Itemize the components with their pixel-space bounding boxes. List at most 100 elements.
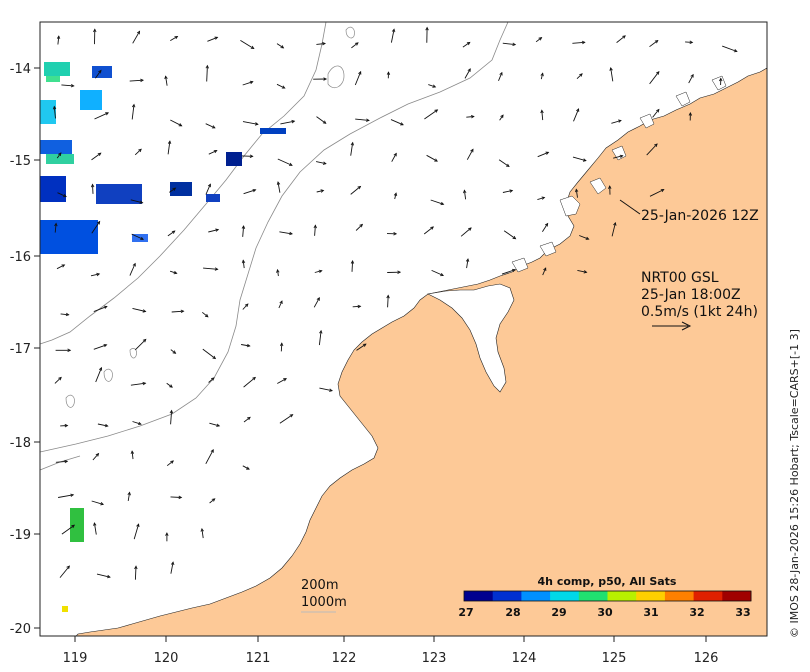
current-vector-arrowhead [61, 264, 66, 268]
colorbar-tick: 33 [735, 606, 750, 619]
current-vector-arrow [96, 573, 111, 578]
current-vector-arrowhead [512, 42, 517, 46]
current-vector-arrow [541, 110, 544, 121]
current-vector-arrowhead [58, 376, 62, 381]
current-vector-arrow [355, 224, 363, 231]
current-vector-arrowhead [136, 30, 141, 35]
current-vector-arrowhead [142, 309, 147, 313]
current-vector-arrow [97, 423, 108, 427]
current-vector-arrow [279, 414, 293, 424]
current-vector-arrow [95, 70, 102, 79]
current-vector-arrowhead [538, 37, 543, 41]
current-vector-arrowhead [216, 423, 221, 427]
colorbar-tick: 31 [643, 606, 658, 619]
x-axis: 119 120 121 122 123 124 125 126 [63, 636, 718, 666]
current-vector-arrowhead [140, 78, 144, 83]
current-vector-arrowhead [505, 163, 510, 168]
current-vector-arrowhead [499, 71, 503, 76]
current-vector-arrowhead [688, 112, 693, 116]
current-vector-arrow [277, 158, 293, 166]
current-vector-arrowhead [132, 262, 136, 267]
current-vector-arrow [649, 71, 660, 85]
current-vector-arrowhead [366, 118, 370, 122]
y-tick-label: -15 [10, 154, 31, 169]
y-tick-label: -17 [10, 342, 31, 357]
current-vector-arrowhead [95, 452, 100, 457]
current-vector-arrow [649, 40, 659, 48]
current-vector-arrow [57, 36, 60, 45]
current-vector-arrow [90, 273, 100, 277]
current-vector-arrow [616, 35, 626, 43]
current-vector-arrow [390, 29, 395, 43]
current-vector-arrowhead [90, 183, 95, 188]
current-vector-arrowhead [142, 338, 147, 343]
current-vector-arrowhead [512, 235, 517, 240]
current-vector-arrow [613, 155, 623, 159]
current-vector-arrowhead [393, 232, 398, 236]
current-vector-arrow [316, 43, 326, 45]
current-vector-arrowhead [247, 416, 251, 421]
x-tick-label: 125 [602, 651, 627, 666]
current-vector-arrowhead [64, 423, 69, 428]
current-vector-arrowhead [180, 309, 185, 314]
colorbar-swatch [550, 591, 580, 601]
current-vector-arrowhead [467, 68, 471, 72]
current-vector-arrow [391, 153, 397, 162]
current-vector-arrow [542, 223, 549, 233]
king-sound [427, 283, 515, 393]
current-vector-arrow [170, 496, 182, 498]
current-vector-arrow [649, 189, 664, 197]
current-vector-arrow [314, 225, 316, 236]
current-vector-arrow [279, 231, 293, 235]
current-vector-arrow [91, 221, 101, 234]
current-vector-arrowhead [130, 450, 135, 455]
current-vector-arrow [95, 367, 102, 383]
y-tick-label: -19 [10, 528, 31, 543]
current-vector-arrow [169, 187, 176, 193]
current-vector-arrowhead [466, 41, 471, 46]
current-vector-arrow [170, 562, 174, 574]
colorbar-tick: 30 [597, 606, 613, 619]
current-vector-arrowhead [288, 162, 293, 166]
current-vector-arrow [579, 235, 589, 240]
current-vector-arrow [61, 84, 74, 87]
current-vector-arrowhead [318, 269, 323, 274]
current-vector-arrow [166, 460, 174, 467]
current-vector-arrow [132, 307, 146, 312]
current-vector-arrowhead [322, 42, 326, 46]
current-vector-arrow [466, 258, 469, 269]
current-vector-arrow [241, 344, 250, 347]
current-vector-arrow [611, 120, 622, 124]
current-vector-arrowhead [468, 227, 472, 231]
current-vector-arrowhead [71, 524, 76, 529]
current-vector-arrow [201, 528, 204, 539]
current-vector-arrow [127, 492, 131, 501]
current-vector-arrowhead [252, 189, 257, 193]
current-vector-arrowhead [654, 39, 659, 44]
isobath-1000m [39, 21, 327, 345]
current-vector-arrowhead [386, 71, 391, 75]
current-vector-arrow [208, 377, 215, 383]
current-vectors [52, 26, 738, 580]
current-vector-arrow [242, 121, 258, 125]
current-vector-arrow [131, 233, 144, 240]
current-vector-arrowhead [470, 115, 475, 119]
colorbar-tick: 32 [689, 606, 704, 619]
current-vector-arrowhead [178, 123, 183, 127]
colorbar-swatch [693, 591, 723, 601]
current-vector-arrowhead [211, 498, 216, 502]
current-vector-arrowhead [70, 493, 75, 497]
current-vector-arrow [611, 222, 616, 237]
current-vector-arrowhead [509, 189, 514, 193]
current-vector-arrow [351, 260, 354, 272]
colorbar-tick: 27 [458, 606, 473, 619]
current-vector-arrow [466, 149, 474, 160]
current-vector-arrowhead [96, 220, 101, 225]
current-vector-arrow [502, 190, 513, 193]
current-vector-arrow [243, 377, 256, 388]
current-vector-arrow [170, 36, 178, 41]
current-vector-arrowhead [241, 225, 246, 229]
current-vector-arrowhead [319, 329, 323, 334]
current-vector-arrow [209, 498, 216, 504]
current-vector-arrow [242, 260, 245, 269]
